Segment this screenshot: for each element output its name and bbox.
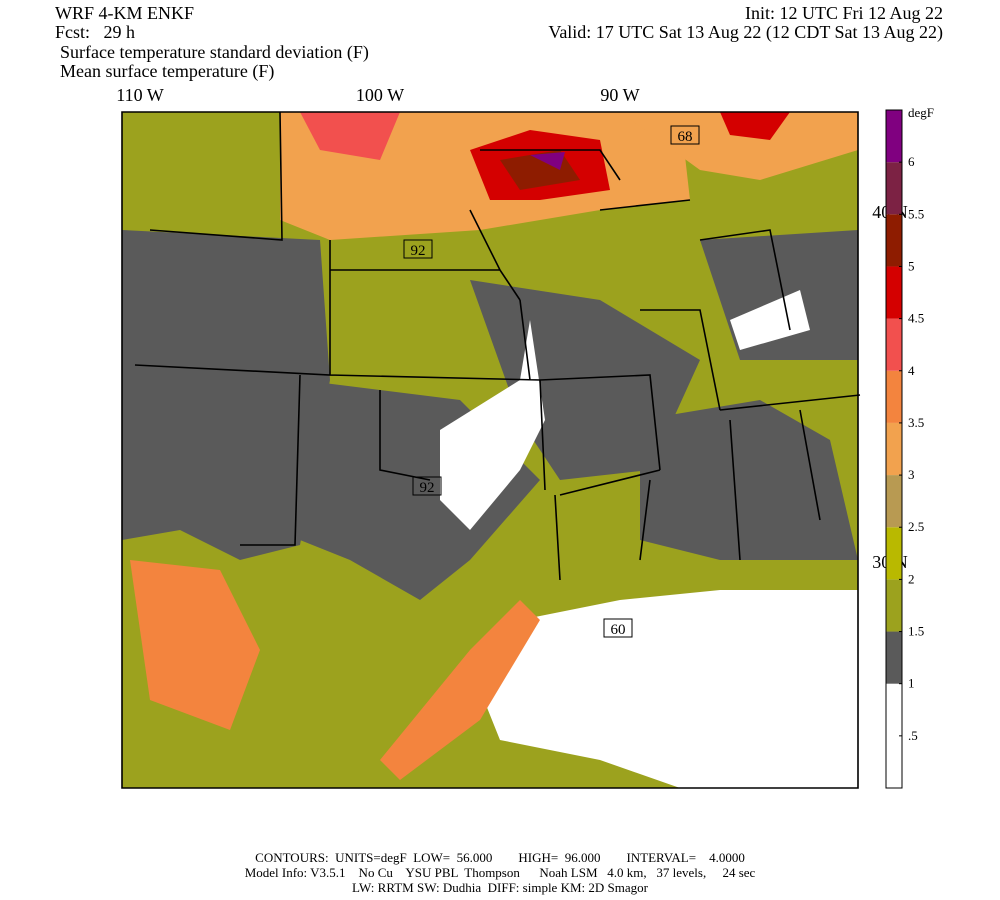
colorbar-bin [886, 162, 902, 215]
contour-label-box [670, 125, 700, 145]
colorbar-bin [886, 527, 902, 580]
contour-label: 60 [611, 622, 626, 638]
contour-label-box [403, 239, 433, 259]
valid-time: Valid: 17 UTC Sat 13 Aug 22 (12 CDT Sat … [548, 22, 943, 42]
model-info: Model Info: V3.5.1 No Cu YSU PBL Thompso… [244, 865, 756, 880]
physics-info: LW: RRTM SW: Dudhia DIFF: simple KM: 2D … [352, 880, 648, 895]
colorbar-bin [886, 735, 902, 788]
colorbar-tick-label: 3 [908, 467, 915, 482]
colorbar-frame [885, 109, 903, 789]
colorbar-bin [886, 370, 902, 423]
field-purple [530, 152, 565, 170]
colorbar-tick-label: 1.5 [908, 624, 924, 639]
colorbar-tick-label: 5.5 [908, 206, 924, 221]
map-field [122, 112, 858, 788]
colorbar-tick-label: 2.5 [908, 519, 924, 534]
field-white [730, 290, 810, 350]
contour-label-box [603, 618, 633, 638]
border [134, 111, 861, 581]
contour-info: CONTOURS: UNITS=degF LOW= 56.000 HIGH= 9… [255, 850, 745, 865]
colorbar-bin [886, 318, 902, 371]
colorbar-bin [886, 475, 902, 528]
field-orange [380, 600, 540, 780]
field-red [720, 112, 790, 140]
field-white [440, 320, 545, 530]
longitude-label: 110 W [116, 85, 164, 105]
colorbar-bin [886, 631, 902, 684]
colorbar-tick-label: 3.5 [908, 415, 924, 430]
colorbar-bin [886, 579, 902, 632]
contoured-field: Mean surface temperature (F) [60, 61, 275, 81]
field-orange [130, 560, 260, 730]
field-white [480, 590, 858, 788]
colorbar-bin [886, 214, 902, 267]
init-time: Init: 12 UTC Fri 12 Aug 22 [744, 3, 943, 23]
colorbar-tick-label: 1 [908, 676, 915, 691]
forecast-hour: Fcst: 29 h [55, 22, 136, 42]
colorbar-bin [886, 110, 902, 163]
state-borders [121, 111, 861, 789]
longitude-label: 90 W [600, 85, 639, 105]
map-frame [121, 111, 859, 789]
contour-label-box [412, 476, 442, 496]
colorbar-tick-label: 4.5 [908, 311, 924, 326]
field-red [300, 112, 400, 160]
colorbar-unit: degF [908, 105, 934, 120]
colorbar-tick-label: 5 [908, 258, 915, 273]
colorbar-tick-label: 2 [908, 571, 915, 586]
field-orange [620, 112, 858, 180]
contour-label: 68 [678, 129, 693, 145]
model-title: WRF 4-KM ENKF [55, 3, 195, 23]
colorbar-tick-label: .5 [908, 728, 918, 743]
colorbar-bin [886, 683, 902, 736]
field-gray [640, 400, 858, 560]
colorbar-bin [886, 266, 902, 319]
contour-label: 92 [420, 480, 435, 496]
field-gray [122, 230, 330, 560]
contour-label: 92 [411, 243, 426, 259]
colorbar-tick-label: 6 [908, 154, 915, 169]
longitude-label: 100 W [356, 85, 404, 105]
shaded-field: Surface temperature standard deviation (… [60, 42, 369, 62]
colorbar-bin [886, 422, 902, 476]
colorbar-tick-label: 4 [908, 363, 915, 378]
